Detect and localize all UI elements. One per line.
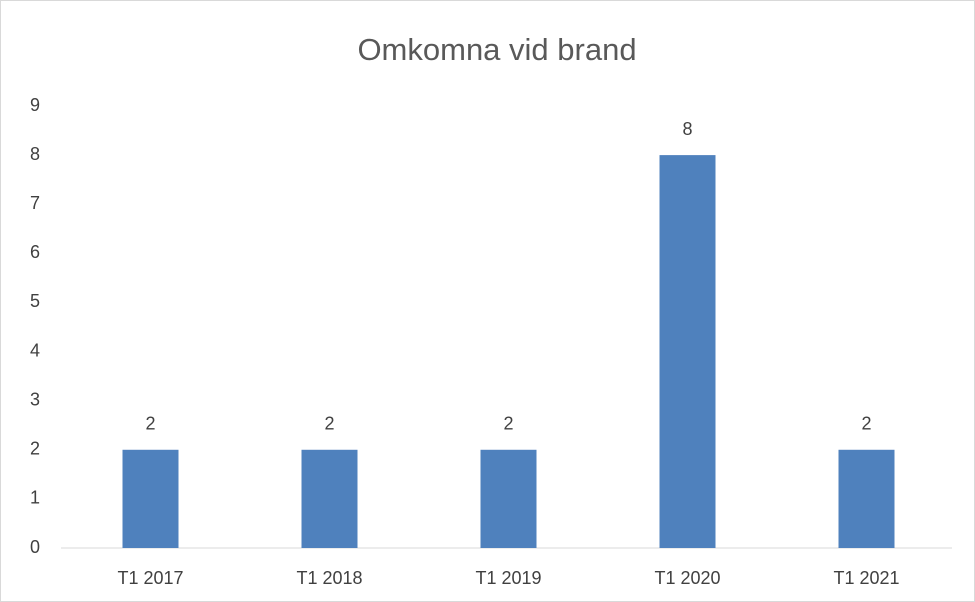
data-label: 2 bbox=[324, 414, 334, 434]
data-label: 8 bbox=[682, 119, 692, 139]
bar bbox=[480, 449, 537, 548]
y-tick-label: 7 bbox=[30, 193, 40, 213]
bar bbox=[122, 449, 179, 548]
y-tick-label: 9 bbox=[30, 95, 40, 115]
data-label: 2 bbox=[145, 414, 155, 434]
y-tick-label: 5 bbox=[30, 291, 40, 311]
x-tick-label: T1 2020 bbox=[654, 568, 720, 588]
y-tick-label: 8 bbox=[30, 144, 40, 164]
y-tick-label: 3 bbox=[30, 389, 40, 409]
bar bbox=[838, 449, 895, 548]
x-tick-label: T1 2021 bbox=[833, 568, 899, 588]
y-tick-label: 1 bbox=[30, 488, 40, 508]
y-tick-label: 6 bbox=[30, 242, 40, 262]
y-tick-label: 0 bbox=[30, 537, 40, 557]
bar bbox=[659, 155, 716, 548]
data-label: 2 bbox=[861, 414, 871, 434]
bar bbox=[301, 449, 358, 548]
y-tick-label: 4 bbox=[30, 340, 40, 360]
x-tick-label: T1 2017 bbox=[117, 568, 183, 588]
y-tick-label: 2 bbox=[30, 439, 40, 459]
data-label: 2 bbox=[503, 414, 513, 434]
x-tick-label: T1 2018 bbox=[296, 568, 362, 588]
chart-title: Omkomna vid brand bbox=[357, 32, 636, 67]
x-tick-label: T1 2019 bbox=[475, 568, 541, 588]
